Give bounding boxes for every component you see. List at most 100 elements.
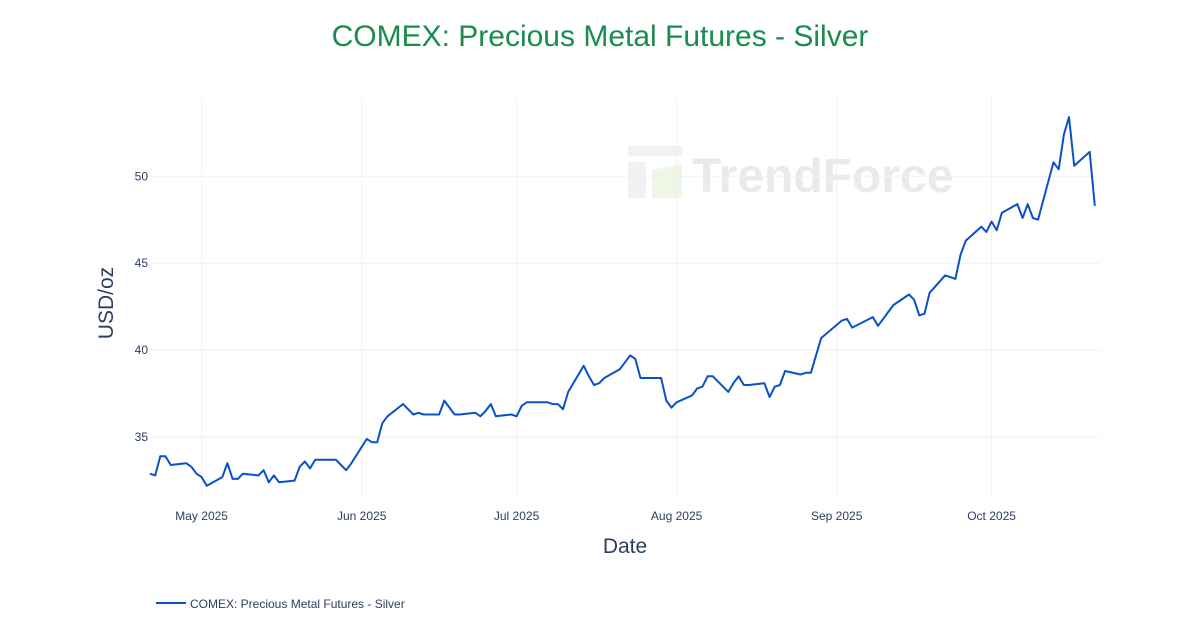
data-point[interactable]: 2025-06-03: 34.7 [369,439,375,445]
data-point[interactable]: 2025-04-23: 33.9 [157,453,163,459]
data-point[interactable]: 2025-07-01: 36.2 [514,413,520,419]
data-point[interactable]: 2025-10-02: 46.9 [994,227,1000,233]
data-point[interactable]: 2025-09-16: 42.9 [911,297,917,303]
data-point[interactable]: 2025-05-09: 32.9 [240,471,246,477]
data-point[interactable]: 2025-06-12: 36.4 [416,410,422,416]
data-point[interactable]: 2025-09-26: 46.3 [963,238,969,244]
data-point[interactable]: 2025-05-14: 32.4 [266,479,272,485]
data-point[interactable]: 2025-05-27: 33.7 [333,457,339,463]
data-point[interactable]: 2025-07-23: 39.7 [627,352,633,358]
data-point[interactable]: 2025-07-02: 36.8 [519,403,525,409]
data-point[interactable]: 2025-04-22: 32.8 [152,472,158,478]
data-point[interactable]: 2025-07-07: 37 [545,399,551,405]
data-point[interactable]: 2025-10-07: 47.6 [1020,215,1026,221]
data-point[interactable]: 2025-06-11: 36.3 [410,412,416,418]
data-point[interactable]: 2025-04-30: 32.9 [194,471,200,477]
data-point[interactable]: 2025-06-16: 36.3 [436,412,442,418]
data-point[interactable]: 2025-07-10: 36.6 [560,406,566,412]
data-point[interactable]: 2025-07-08: 36.9 [550,401,556,407]
data-point[interactable]: 2025-10-13: 50.8 [1051,159,1057,165]
data-point[interactable]: 2025-09-09: 41.4 [875,323,881,329]
data-point[interactable]: 2025-04-21: 32.9 [147,471,153,477]
data-point[interactable]: 2025-09-24: 44.1 [952,276,958,282]
data-point[interactable]: 2025-08-27: 38.7 [808,370,814,376]
data-point[interactable]: 2025-09-04: 41.3 [849,325,855,331]
data-point[interactable]: 2025-10-09: 47.6 [1030,215,1036,221]
data-point[interactable]: 2025-09-11: 42.2 [885,309,891,315]
data-point[interactable]: 2025-07-11: 37.6 [565,389,571,395]
data-point[interactable]: 2025-05-07: 32.6 [230,476,236,482]
data-point[interactable]: 2025-04-25: 33.4 [168,462,174,468]
data-point[interactable]: 2025-07-24: 39.5 [632,356,638,362]
data-point[interactable]: 2025-05-22: 33.2 [307,465,313,471]
data-point[interactable]: 2025-09-08: 41.9 [870,314,876,320]
data-point[interactable]: 2025-10-15: 52.4 [1061,132,1067,138]
data-point[interactable]: 2025-08-08: 38.5 [710,373,716,379]
data-point[interactable]: 2025-07-25: 38.4 [638,375,644,381]
data-point[interactable]: 2025-05-05: 32.7 [219,474,225,480]
data-point[interactable]: 2025-10-10: 47.5 [1035,217,1041,223]
data-point[interactable]: 2025-06-27: 36.2 [493,413,499,419]
data-point[interactable]: 2025-05-19: 32.5 [292,478,298,484]
data-point[interactable]: 2025-06-30: 36.3 [508,412,514,418]
data-point[interactable]: 2025-08-07: 38.5 [705,373,711,379]
data-point[interactable]: 2025-10-01: 47.4 [989,219,995,225]
data-point[interactable]: 2025-07-18: 38.4 [601,375,607,381]
data-point[interactable]: 2025-07-22: 39.3 [622,359,628,365]
data-point[interactable]: 2025-06-23: 36.4 [472,410,478,416]
data-point[interactable]: 2025-05-15: 32.8 [271,472,277,478]
data-point[interactable]: 2025-09-25: 45.5 [958,252,964,258]
data-point[interactable]: 2025-08-05: 37.8 [694,385,700,391]
data-point[interactable]: 2025-06-10: 36.6 [405,406,411,412]
data-point[interactable]: 2025-05-29: 33.1 [343,467,349,473]
data-point[interactable]: 2025-08-25: 38.6 [798,372,804,378]
data-point[interactable]: 2025-09-19: 43.3 [927,290,933,296]
data-point[interactable]: 2025-07-29: 38.4 [658,375,664,381]
data-point[interactable]: 2025-09-22: 44.3 [942,272,948,278]
data-point[interactable]: 2025-06-20: 36.3 [457,412,463,418]
data-point[interactable]: 2025-07-09: 36.9 [555,401,561,407]
data-point[interactable]: 2025-05-20: 33.3 [297,464,303,470]
data-point[interactable]: 2025-08-01: 37 [674,399,680,405]
data-point[interactable]: 2025-09-30: 46.8 [983,229,989,235]
data-point[interactable]: 2025-05-28: 33.4 [338,462,344,468]
data-point[interactable]: 2025-10-20: 51.4 [1087,149,1093,155]
data-point[interactable]: 2025-08-15: 38 [746,382,752,388]
data-point[interactable]: 2025-06-06: 36.2 [385,413,391,419]
data-point[interactable]: 2025-06-17: 37.1 [441,398,447,404]
data-point[interactable]: 2025-10-14: 50.4 [1056,166,1062,172]
data-point[interactable]: 2025-10-17: 50.6 [1071,163,1077,169]
data-point[interactable]: 2025-06-13: 36.3 [421,412,427,418]
data-point[interactable]: 2025-08-06: 37.9 [699,384,705,390]
data-point[interactable]: 2025-05-08: 32.6 [235,476,241,482]
data-point[interactable]: 2025-07-03: 37 [524,399,530,405]
data-point[interactable]: 2025-07-31: 36.7 [669,405,675,411]
data-point[interactable]: 2025-04-28: 33.5 [183,460,189,466]
data-point[interactable]: 2025-10-08: 48.4 [1025,201,1031,207]
data-point[interactable]: 2025-08-19: 37.3 [767,394,773,400]
data-point[interactable]: 2025-07-17: 38.1 [596,380,602,386]
data-point[interactable]: 2025-08-14: 38 [741,382,747,388]
data-point[interactable]: 2025-10-03: 47.9 [999,210,1005,216]
data-point[interactable]: 2025-09-15: 43.2 [906,292,912,298]
data-point[interactable]: 2025-07-14: 39.1 [581,363,587,369]
data-point[interactable]: 2025-05-02: 32.2 [204,483,210,489]
data-point[interactable]: 2025-05-01: 32.7 [199,474,205,480]
data-point[interactable]: 2025-09-18: 42.1 [922,311,928,317]
data-point[interactable]: 2025-05-13: 33.1 [261,467,267,473]
data-point[interactable]: 2025-05-21: 33.6 [302,459,308,465]
data-point[interactable]: 2025-09-10: 41.8 [880,316,886,322]
data-point[interactable]: 2025-06-24: 36.2 [477,413,483,419]
data-point[interactable]: 2025-06-02: 34.9 [364,436,370,442]
data-point[interactable]: 2025-05-16: 32.4 [276,479,282,485]
data-point[interactable]: 2025-06-18: 36.7 [447,405,453,411]
data-point[interactable]: 2025-08-13: 38.5 [736,373,742,379]
data-point[interactable]: 2025-06-25: 36.5 [483,408,489,414]
data-point[interactable]: 2025-08-12: 38.1 [730,380,736,386]
data-point[interactable]: 2025-10-16: 53.4 [1066,114,1072,120]
data-point[interactable]: 2025-09-12: 42.6 [891,302,897,308]
data-point[interactable]: 2025-07-15: 38.5 [586,373,592,379]
data-point[interactable]: 2025-08-18: 38.1 [761,380,767,386]
data-point[interactable]: 2025-07-30: 37.1 [663,398,669,404]
data-point[interactable]: 2025-04-24: 33.9 [163,453,169,459]
